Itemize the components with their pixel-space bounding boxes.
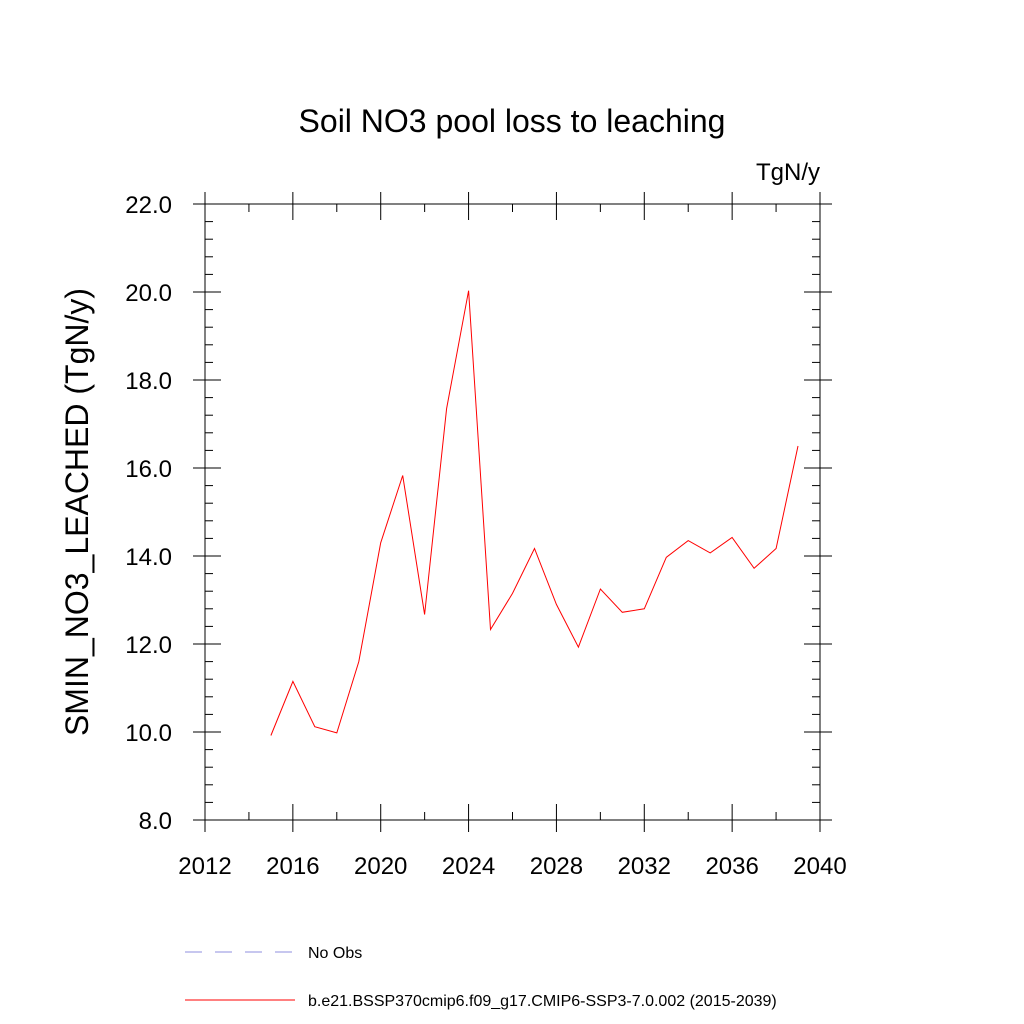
x-tick-label-2032: 2032: [618, 853, 671, 880]
series-group: [270, 290, 799, 736]
data-point-2037: [754, 568, 755, 569]
data-point-2035: [710, 552, 711, 553]
legend: No Obs b.e21.BSSP370cmip6.f09_g17.CMIP6-…: [185, 945, 777, 1010]
data-point-2022: [424, 614, 425, 615]
data-point-2032: [644, 608, 645, 609]
legend-label-model-run: b.e21.BSSP370cmip6.f09_g17.CMIP6-SSP3-7.…: [308, 993, 777, 1010]
data-point-2019: [358, 661, 359, 662]
y-tick-label-22-0: 22.0: [125, 192, 172, 219]
data-point-2033: [666, 557, 667, 558]
y-tick-label-20-0: 20.0: [125, 280, 172, 307]
x-tick-label-2036: 2036: [705, 853, 758, 880]
y-tick-labels: 8.0 10.0 12.0 14.0 16.0 18.0 20.0 22.0: [125, 192, 172, 835]
y-tick-label-18-0: 18.0: [125, 368, 172, 395]
data-point-2024: [468, 290, 469, 291]
y-tick-label-12-0: 12.0: [125, 632, 172, 659]
data-point-2017: [314, 726, 315, 727]
data-point-2031: [622, 612, 623, 613]
y-tick-label-16-0: 16.0: [125, 456, 172, 483]
data-point-2018: [336, 732, 337, 733]
data-point-2020: [380, 542, 381, 543]
data-point-2028: [556, 604, 557, 605]
data-point-2025: [490, 629, 491, 630]
x-tick-label-2024: 2024: [442, 853, 495, 880]
y-axis-label: SMIN_NO3_LEACHED (TgN/y): [59, 288, 95, 736]
data-point-2021: [402, 475, 403, 476]
axis-ticks: [193, 192, 832, 832]
plot-frame: [204, 203, 821, 821]
data-point-2029: [578, 646, 579, 647]
data-point-2026: [512, 593, 513, 594]
series-line-0: [270, 290, 799, 736]
x-tick-label-2020: 2020: [354, 853, 407, 880]
x-tick-label-2012: 2012: [178, 853, 231, 880]
data-point-2039: [797, 445, 798, 446]
data-point-2038: [775, 548, 776, 549]
data-point-2030: [600, 588, 601, 589]
legend-label-no-obs: No Obs: [308, 945, 362, 962]
x-tick-label-2028: 2028: [530, 853, 583, 880]
y-tick-label-14-0: 14.0: [125, 544, 172, 571]
data-point-2015: [270, 735, 271, 736]
x-tick-label-2016: 2016: [266, 853, 319, 880]
chart-title: Soil NO3 pool loss to leaching: [299, 103, 726, 139]
y-tick-label-10-0: 10.0: [125, 720, 172, 747]
x-tick-labels: 2012 2016 2020 2024 2028 2032 2036 2040: [178, 853, 846, 880]
units-label: TgN/y: [756, 159, 820, 186]
data-point-2027: [534, 548, 535, 549]
x-tick-label-2040: 2040: [793, 853, 846, 880]
data-point-2016: [292, 681, 293, 682]
data-point-2034: [688, 540, 689, 541]
data-point-2036: [732, 537, 733, 538]
data-point-2023: [446, 408, 447, 409]
y-tick-label-8-0: 8.0: [139, 808, 172, 835]
